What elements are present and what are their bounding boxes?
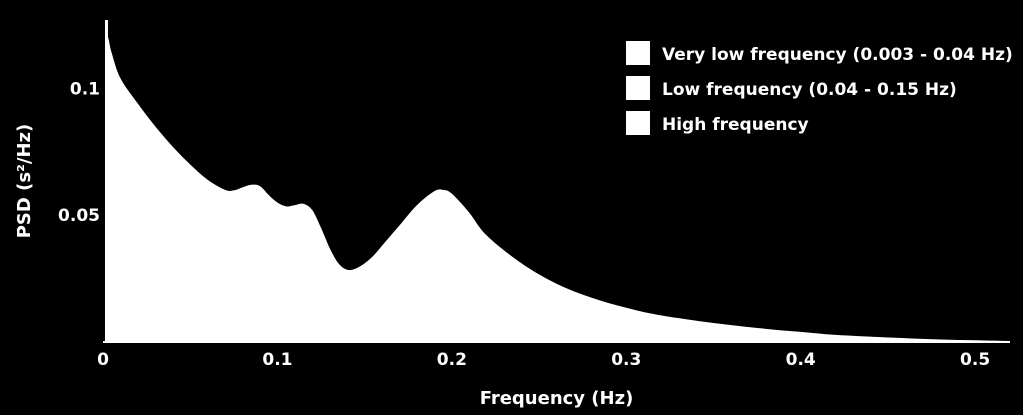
- plot-area: [104, 20, 1011, 343]
- axes: 0 0.1 0.2 0.3 0.4 0.5 0.05 0.1: [58, 79, 1010, 370]
- psd-area-series-0: [106, 36, 1011, 343]
- legend: Very low frequency (0.003 - 0.04 Hz) Low …: [626, 41, 1013, 135]
- y-axis-title: PSD (s²/Hz): [14, 124, 35, 239]
- legend-label: Very low frequency (0.003 - 0.04 Hz): [662, 45, 1013, 65]
- x-tick-label: 0.4: [786, 350, 816, 370]
- y-tick-label: 0.05: [58, 206, 100, 226]
- y-tick-label: 0.1: [70, 79, 100, 99]
- legend-swatch: [626, 76, 650, 100]
- x-tick-label: 0.3: [611, 350, 641, 370]
- x-tick-label: 0.1: [262, 350, 292, 370]
- legend-swatch: [626, 111, 650, 135]
- x-tick-label: 0.5: [960, 350, 990, 370]
- x-axis-title: Frequency (Hz): [480, 388, 634, 409]
- x-tick-label: 0: [97, 350, 109, 370]
- x-tick-label: 0.2: [437, 350, 467, 370]
- legend-swatch: [626, 41, 650, 65]
- legend-label: High frequency: [662, 115, 809, 135]
- legend-label: Low frequency (0.04 - 0.15 Hz): [662, 80, 957, 100]
